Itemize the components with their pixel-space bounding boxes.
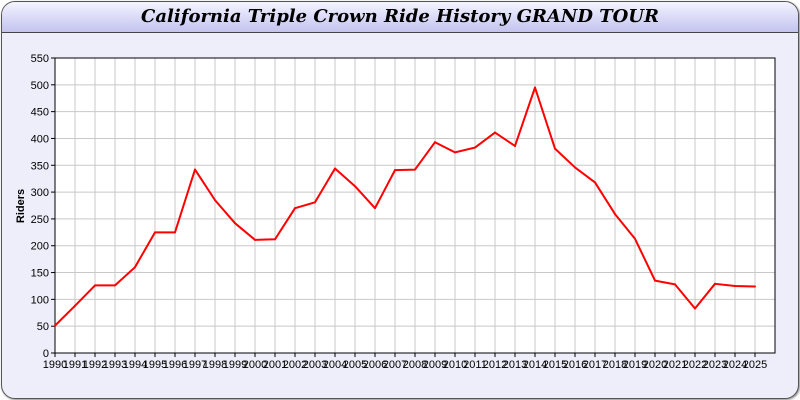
data-point [434, 141, 436, 144]
x-tick-label: 2005 [343, 359, 367, 371]
x-tick-label: 2007 [383, 359, 407, 371]
data-point [114, 284, 116, 287]
data-point [454, 151, 456, 154]
data-point [94, 284, 96, 287]
data-point [534, 86, 536, 89]
data-point [654, 279, 656, 282]
x-tick-label: 2015 [543, 359, 567, 371]
data-point [414, 168, 416, 171]
y-tick-label: 250 [31, 214, 49, 226]
data-point [154, 231, 156, 234]
x-tick-label: 2013 [503, 359, 527, 371]
data-point [54, 324, 56, 327]
x-tick-label: 1990 [43, 359, 67, 371]
y-tick-label: 450 [31, 107, 49, 119]
x-tick-label: 1991 [63, 359, 87, 371]
data-point [334, 167, 336, 170]
data-point [494, 131, 496, 134]
data-point [254, 238, 256, 241]
y-axis-label: Riders [15, 189, 27, 223]
y-tick-label: 400 [31, 133, 49, 145]
data-point [674, 283, 676, 286]
data-point [274, 238, 276, 241]
x-tick-label: 2011 [463, 359, 487, 371]
data-point [134, 266, 136, 269]
data-point [474, 146, 476, 149]
x-tick-label: 2003 [303, 359, 327, 371]
data-point [614, 213, 616, 216]
x-tick-label: 1996 [163, 359, 187, 371]
data-point [394, 169, 396, 172]
x-tick-label: 2016 [563, 359, 587, 371]
y-tick-label: 50 [37, 321, 49, 333]
data-point [234, 222, 236, 225]
series-line [54, 86, 756, 327]
x-tick-label: 1992 [83, 359, 107, 371]
x-tick-label: 1999 [223, 359, 247, 371]
x-tick-label: 1994 [123, 359, 147, 371]
x-tick-label: 2012 [483, 359, 507, 371]
data-point [574, 166, 576, 169]
x-tick-label: 2000 [243, 359, 267, 371]
data-point [374, 207, 376, 210]
data-point [514, 144, 516, 147]
x-tick-label: 2009 [423, 359, 447, 371]
x-tick-label: 2020 [643, 359, 667, 371]
x-tick-label: 2008 [403, 359, 427, 371]
data-point [74, 304, 76, 307]
y-tick-label: 500 [31, 80, 49, 92]
x-tick-label: 2021 [663, 359, 687, 371]
x-tick-label: 2022 [683, 359, 707, 371]
x-tick-label: 2006 [363, 359, 387, 371]
plot-border [54, 57, 776, 354]
x-tick-label: 1997 [183, 359, 207, 371]
x-tick-label: 2004 [323, 359, 347, 371]
y-tick-label: 550 [31, 53, 49, 65]
data-point [694, 307, 696, 310]
x-tick-label: 2024 [723, 359, 747, 371]
data-point [634, 237, 636, 240]
y-tick-label: 300 [31, 187, 49, 199]
data-point [314, 201, 316, 204]
x-tick-label: 2017 [583, 359, 607, 371]
y-tick-label: 100 [31, 294, 49, 306]
y-tick-label: 0 [43, 348, 49, 360]
x-tick-label: 2018 [603, 359, 627, 371]
data-point [194, 168, 196, 171]
data-point [174, 231, 176, 234]
y-tick-label: 350 [31, 160, 49, 172]
x-tick-label: 2010 [443, 359, 467, 371]
x-tick-label: 2002 [283, 359, 307, 371]
data-point [714, 282, 716, 285]
data-point [594, 181, 596, 184]
x-tick-label: 1998 [203, 359, 227, 371]
title-bar: California Triple Crown Ride History GRA… [2, 2, 798, 33]
y-tick-label: 200 [31, 241, 49, 253]
data-point [554, 147, 556, 150]
x-tick-label: 2014 [523, 359, 547, 371]
data-point [214, 199, 216, 202]
chart-title: California Triple Crown Ride History GRA… [141, 6, 659, 27]
data-point [354, 185, 356, 188]
data-point [734, 284, 736, 287]
x-tick-label: 1995 [143, 359, 167, 371]
y-tick-label: 150 [31, 268, 49, 280]
x-tick-label: 2025 [743, 359, 767, 371]
x-tick-label: 2001 [263, 359, 287, 371]
x-tick-label: 1993 [103, 359, 127, 371]
x-tick-label: 2019 [623, 359, 647, 371]
x-tick-label: 2023 [703, 359, 727, 371]
data-point [294, 207, 296, 210]
data-point [754, 285, 756, 288]
